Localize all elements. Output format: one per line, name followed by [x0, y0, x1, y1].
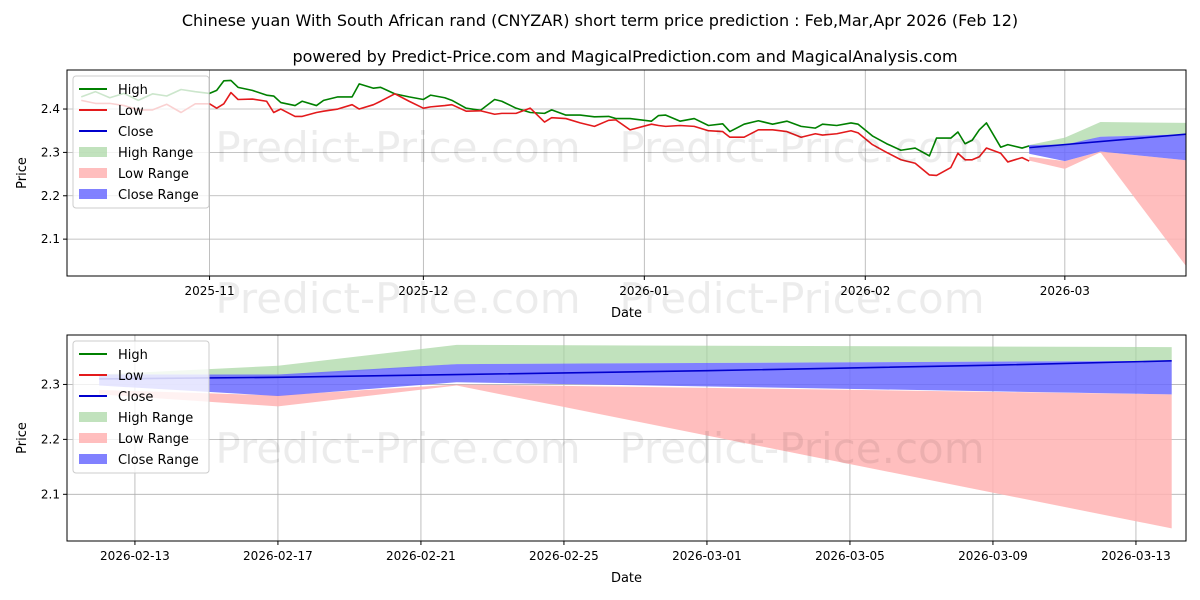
legend-label-close: Close [118, 390, 153, 405]
x-tick-label: 2026-03-13 [1101, 549, 1171, 563]
y-axis-label: Price [15, 422, 30, 454]
watermark-mid-a: Predict-Price.com [215, 274, 580, 323]
plot-frame [66, 69, 1187, 277]
top-panel: 2025-11 2025-12 2026-01 2026-02 2026-03 2.1 2.… [15, 69, 1187, 321]
legend-label-high: High [118, 83, 148, 98]
legend-swatch-low-range [79, 433, 107, 443]
legend-swatch-low-range [79, 168, 107, 178]
close-range-area [99, 360, 1172, 396]
legend-label-close-range: Close Range [118, 188, 199, 203]
x-tick-label: 2026-02-17 [243, 549, 313, 563]
chart-title: Chinese yuan With South African rand (CN… [182, 11, 1018, 30]
y-tick-label: 2.1 [41, 232, 60, 246]
y-tick-label: 2.3 [41, 377, 60, 391]
legend-swatch-close-range [79, 454, 107, 464]
close-series-line [99, 360, 1172, 380]
legend-label-high: High [118, 348, 148, 363]
legend-label-close-range: Close Range [118, 453, 199, 468]
legend-label-high-range: High Range [118, 411, 193, 426]
legend-label-close: Close [118, 125, 153, 140]
low-series-line [81, 91, 1030, 177]
x-tick-label: 2026-03-09 [958, 549, 1028, 563]
chart-subtitle: powered by Predict-Price.com and Magical… [292, 47, 957, 66]
x-tick-label: 2026-02 [840, 284, 890, 298]
high-series-line [80, 79, 1030, 157]
x-tick-label: 2026-03-01 [672, 549, 742, 563]
y-tick-label: 2.2 [41, 189, 60, 203]
watermark-top-b: Predict-Price.com [619, 123, 984, 172]
legend-swatch-close-range [79, 189, 107, 199]
x-tick-label: 2026-01 [619, 284, 669, 298]
legend-label-low: Low [118, 369, 144, 384]
x-tick-label: 2026-03-05 [815, 549, 885, 563]
close-range-area [1029, 134, 1186, 162]
y-tick-label: 2.2 [41, 432, 60, 446]
y-tick-label: 2.4 [41, 102, 60, 116]
legend-label-low: Low [118, 104, 144, 119]
x-tick-label: 2025-11 [184, 284, 234, 298]
x-tick-label: 2026-02-13 [100, 549, 170, 563]
legend-label-low-range: Low Range [118, 167, 189, 182]
x-tick-label: 2026-02-21 [386, 549, 456, 563]
low-range-area [99, 384, 1172, 529]
watermark-top-a: Predict-Price.com [215, 123, 580, 172]
legend-swatch-high-range [79, 412, 107, 422]
x-tick-label: 2025-12 [398, 284, 448, 298]
x-tick-label: 2026-03 [1040, 284, 1090, 298]
high-range-area [1029, 122, 1186, 151]
legend-swatch-high-range [79, 147, 107, 157]
y-tick-label: 2.3 [41, 145, 60, 159]
x-axis-label: Date [611, 571, 642, 586]
watermark-bot-b: Predict-Price.com [619, 424, 984, 473]
y-axis-label: Price [15, 157, 30, 189]
y-tick-label: 2.1 [41, 487, 60, 501]
x-axis-label: Date [611, 306, 642, 321]
close-series-line [1029, 133, 1187, 149]
watermark-bot-a: Predict-Price.com [215, 424, 580, 473]
bottom-panel: 2026-02-13 2026-02-17 2026-02-21 2026-02-25… [15, 334, 1187, 586]
legend-label-high-range: High Range [118, 146, 193, 161]
plot-frame [66, 334, 1187, 542]
legend-label-low-range: Low Range [118, 432, 189, 447]
x-tick-label: 2026-02-25 [529, 549, 599, 563]
low-range-area [1029, 151, 1186, 267]
watermark-mid-b: Predict-Price.com [619, 274, 984, 323]
